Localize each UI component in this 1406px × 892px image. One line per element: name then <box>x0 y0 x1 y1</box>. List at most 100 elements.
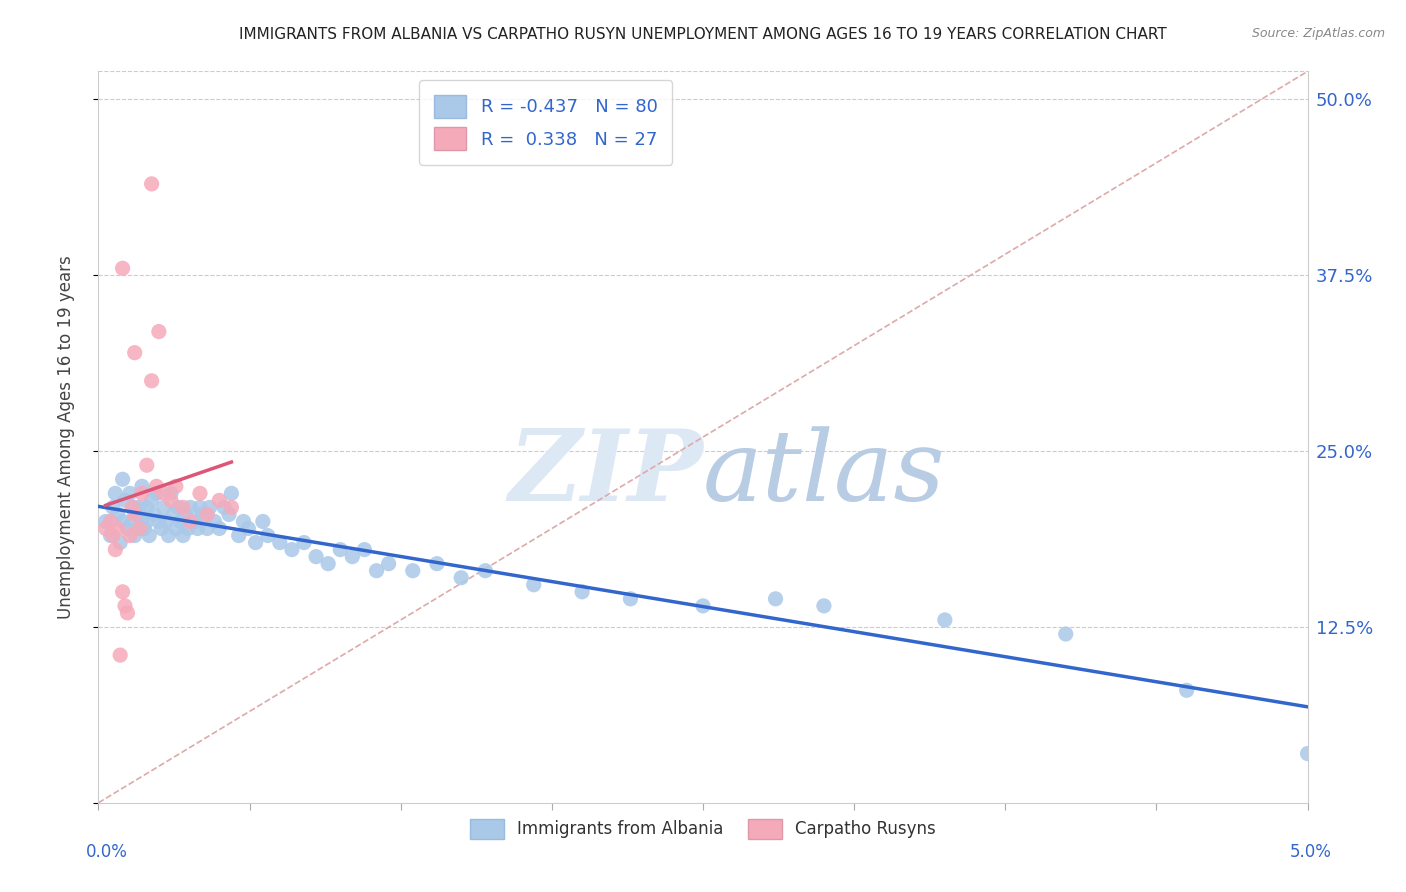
Point <box>148 325 170 339</box>
Point <box>172 528 194 542</box>
Point <box>114 493 136 508</box>
Point <box>100 528 122 542</box>
Point <box>145 479 167 493</box>
Point <box>191 508 214 522</box>
Point <box>104 542 127 557</box>
Point <box>111 515 134 529</box>
Point <box>165 521 187 535</box>
Point <box>107 521 129 535</box>
Point <box>117 521 139 535</box>
Point <box>124 508 146 522</box>
Point <box>402 564 425 578</box>
Point <box>118 486 141 500</box>
Point <box>114 599 136 613</box>
Point <box>292 535 315 549</box>
Text: 5.0%: 5.0% <box>1289 843 1331 861</box>
Point <box>167 500 190 515</box>
Point <box>157 528 180 542</box>
Point <box>188 500 211 515</box>
Point <box>426 557 449 571</box>
Point <box>198 500 221 515</box>
Point <box>366 564 388 578</box>
Point <box>111 472 134 486</box>
Point <box>165 479 187 493</box>
Point <box>107 508 129 522</box>
Point <box>111 261 134 276</box>
Point <box>281 542 304 557</box>
Point <box>179 500 201 515</box>
Point <box>765 591 787 606</box>
Point <box>204 515 226 529</box>
Text: atlas: atlas <box>703 426 946 521</box>
Point <box>169 515 191 529</box>
Text: ZIP: ZIP <box>508 425 703 522</box>
Point <box>228 528 250 542</box>
Point <box>252 515 274 529</box>
Point <box>160 486 183 500</box>
Point <box>117 606 139 620</box>
Point <box>329 542 352 557</box>
Point <box>121 515 143 529</box>
Point <box>269 535 291 549</box>
Point <box>135 515 157 529</box>
Text: Source: ZipAtlas.com: Source: ZipAtlas.com <box>1251 27 1385 40</box>
Point <box>316 557 339 571</box>
Point <box>692 599 714 613</box>
Point <box>160 493 183 508</box>
Point <box>245 535 267 549</box>
Point <box>138 528 160 542</box>
Point <box>174 508 197 522</box>
Point <box>1054 627 1077 641</box>
Point <box>177 521 200 535</box>
Point <box>221 486 243 500</box>
Point <box>134 521 156 535</box>
Point <box>1175 683 1198 698</box>
Point <box>124 345 146 359</box>
Point <box>342 549 364 564</box>
Point <box>131 515 153 529</box>
Point <box>208 493 231 508</box>
Point <box>141 493 163 508</box>
Point <box>135 500 157 515</box>
Text: IMMIGRANTS FROM ALBANIA VS CARPATHO RUSYN UNEMPLOYMENT AMONG AGES 16 TO 19 YEARS: IMMIGRANTS FROM ALBANIA VS CARPATHO RUSY… <box>239 27 1167 42</box>
Point <box>108 535 131 549</box>
Point <box>256 528 278 542</box>
Y-axis label: Unemployment Among Ages 16 to 19 years: Unemployment Among Ages 16 to 19 years <box>56 255 75 619</box>
Point <box>124 500 146 515</box>
Point <box>100 515 122 529</box>
Point <box>179 515 201 529</box>
Point <box>141 177 163 191</box>
Point <box>145 486 167 500</box>
Point <box>523 578 546 592</box>
Point <box>131 486 153 500</box>
Point <box>155 515 177 529</box>
Point <box>127 508 149 522</box>
Point <box>101 528 124 542</box>
Point <box>195 508 218 522</box>
Point <box>121 500 143 515</box>
Point <box>131 479 153 493</box>
Point <box>152 500 174 515</box>
Point <box>108 648 131 662</box>
Point <box>150 521 173 535</box>
Point <box>118 528 141 542</box>
Point <box>152 486 174 500</box>
Point <box>111 584 134 599</box>
Point <box>162 508 184 522</box>
Point <box>141 374 163 388</box>
Point <box>94 521 117 535</box>
Point <box>104 486 127 500</box>
Point <box>212 500 235 515</box>
Point <box>1296 747 1319 761</box>
Point <box>135 458 157 473</box>
Point <box>305 549 328 564</box>
Point <box>221 500 243 515</box>
Text: 0.0%: 0.0% <box>86 843 128 861</box>
Point <box>184 515 207 529</box>
Point <box>188 486 211 500</box>
Point <box>94 515 117 529</box>
Point <box>128 521 150 535</box>
Point <box>148 515 170 529</box>
Point <box>101 500 124 515</box>
Point <box>143 508 166 522</box>
